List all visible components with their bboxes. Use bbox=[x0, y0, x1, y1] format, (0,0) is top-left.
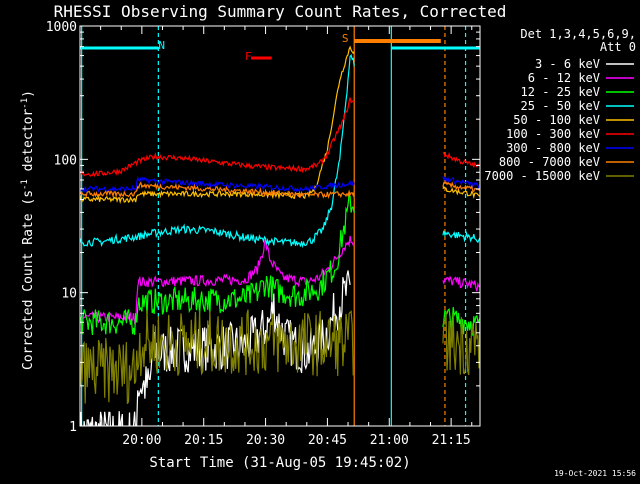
legend-header-line2: Att 0 bbox=[600, 40, 636, 54]
legend-entry-label: 800 - 7000 keV bbox=[499, 155, 600, 169]
legend-entry-label: 300 - 800 keV bbox=[506, 141, 600, 155]
y-tick-label: 100 bbox=[54, 153, 77, 168]
series-300-800keV-trace bbox=[80, 175, 480, 194]
series-25-50keV-trace bbox=[80, 53, 480, 249]
x-tick-label: 20:00 bbox=[122, 433, 161, 448]
y-tick-label: 10 bbox=[61, 287, 77, 302]
series-12-25keV-trace bbox=[80, 192, 480, 336]
legend-entry-label: 50 - 100 keV bbox=[513, 113, 600, 127]
x-tick-label: 20:30 bbox=[246, 433, 285, 448]
x-tick-label: 20:45 bbox=[308, 433, 347, 448]
annotation-s: S bbox=[342, 32, 349, 45]
x-tick-label: 21:00 bbox=[370, 433, 409, 448]
y-axis-label: Corrected Count Rate (s-1 detector-1) bbox=[20, 90, 36, 370]
x-axis-label: Start Time (31-Aug-05 19:45:02) bbox=[149, 455, 410, 471]
legend-entry-label: 7000 - 15000 keV bbox=[484, 169, 600, 183]
annotation-n: N bbox=[158, 39, 165, 52]
plot-frame bbox=[79, 25, 481, 427]
series-3-6keV-trace bbox=[80, 270, 351, 426]
y-tick-label: 1000 bbox=[46, 20, 77, 35]
x-tick-label: 21:15 bbox=[432, 433, 471, 448]
legend-entry-label: 100 - 300 keV bbox=[506, 127, 600, 141]
x-tick-label: 20:15 bbox=[184, 433, 223, 448]
legend-entry-label: 6 - 12 keV bbox=[528, 71, 600, 85]
annotation-f: F bbox=[245, 50, 252, 63]
y-tick-label: 1 bbox=[69, 420, 77, 435]
legend-header-line1: Det 1,3,4,5,6,9, bbox=[520, 27, 636, 41]
legend-entry-label: 12 - 25 keV bbox=[521, 85, 600, 99]
footer-timestamp: 19-Oct-2021 15:56 bbox=[554, 469, 636, 478]
series-7000-15000keV-trace bbox=[80, 309, 480, 404]
series-100-300keV-trace bbox=[80, 97, 480, 178]
chart-title: RHESSI Observing Summary Count Rates, Co… bbox=[54, 2, 507, 21]
legend-entry-label: 25 - 50 keV bbox=[521, 99, 600, 113]
series-50-100keV-trace bbox=[80, 45, 480, 205]
series-800-7000keV-trace bbox=[80, 181, 480, 199]
legend-entry-label: 3 - 6 keV bbox=[535, 57, 600, 71]
